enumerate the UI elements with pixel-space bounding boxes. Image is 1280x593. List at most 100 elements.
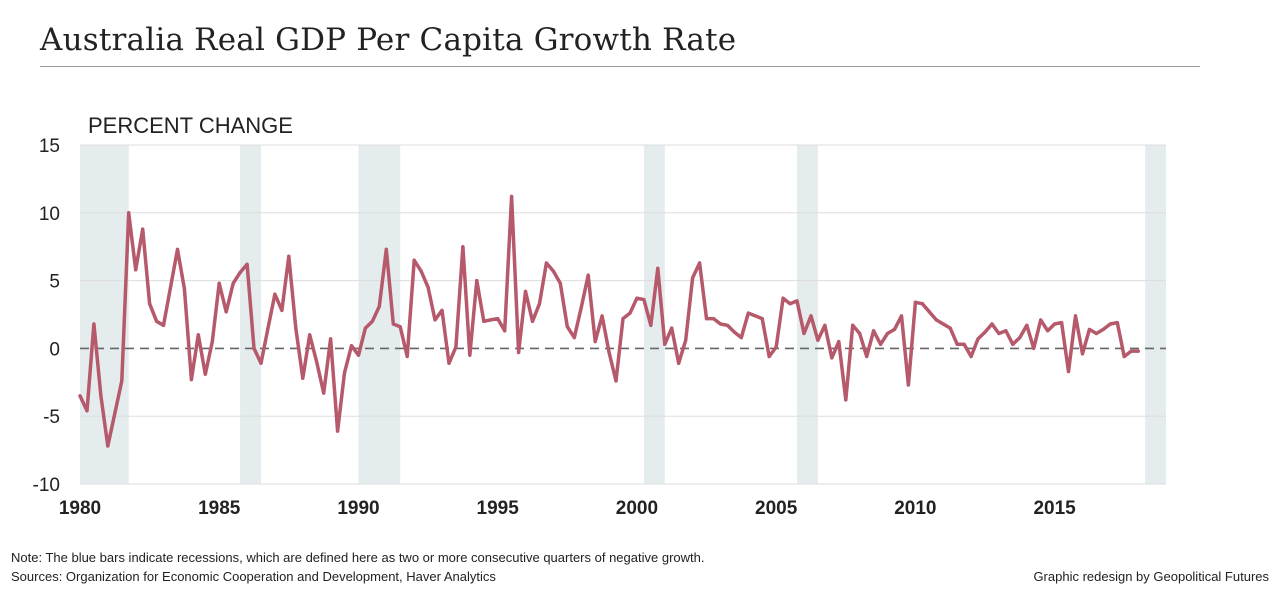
- data-point: [349, 344, 354, 348]
- data-point: [210, 340, 214, 344]
- data-point: [906, 383, 911, 387]
- data-point: [1122, 354, 1126, 359]
- data-point: [816, 338, 820, 342]
- data-point: [280, 308, 284, 313]
- data-point: [983, 330, 987, 334]
- data-point: [447, 361, 451, 365]
- data-point: [384, 247, 388, 252]
- data-point: [92, 322, 96, 326]
- data-point: [308, 333, 312, 337]
- data-point: [489, 318, 493, 322]
- data-point: [238, 270, 242, 275]
- data-point: [746, 311, 750, 315]
- x-tick-label: 1990: [337, 498, 379, 519]
- data-point: [1059, 321, 1064, 325]
- page-title: Australia Real GDP Per Capita Growth Rat…: [40, 22, 737, 58]
- y-axis-ticks: 15 10 5 0 -5 -10: [33, 136, 60, 496]
- data-point: [941, 322, 945, 326]
- data-point: [586, 273, 590, 277]
- data-point: [329, 337, 333, 341]
- y-tick-label: 10: [39, 204, 60, 225]
- data-point: [607, 350, 611, 355]
- data-point: [663, 342, 667, 346]
- data-point: [412, 258, 416, 262]
- data-point: [732, 330, 736, 334]
- data-point: [461, 245, 465, 249]
- data-point: [342, 371, 347, 375]
- graphic-credit: Graphic redesign by Geopolitical Futures: [1033, 569, 1269, 584]
- data-point: [621, 316, 625, 321]
- data-point: [377, 304, 381, 308]
- data-point: [322, 391, 326, 395]
- data-point: [335, 429, 340, 433]
- data-point: [642, 297, 646, 302]
- data-point: [405, 354, 409, 359]
- x-tick-label: 1995: [477, 498, 520, 519]
- data-point: [537, 302, 542, 306]
- series-line-layer: [78, 194, 1140, 448]
- title-divider: [40, 66, 1200, 67]
- data-point: [523, 289, 528, 294]
- data-point: [955, 342, 959, 346]
- data-point: [934, 318, 938, 322]
- data-point: [927, 310, 931, 314]
- data-point: [217, 281, 221, 285]
- recession-bars: [80, 145, 1166, 484]
- data-point: [697, 261, 702, 265]
- data-point: [899, 314, 904, 318]
- data-point: [1108, 322, 1112, 326]
- y-axis-label: PERCENT CHANGE: [88, 113, 293, 138]
- data-point: [677, 361, 681, 365]
- data-point: [252, 346, 256, 350]
- data-point: [691, 276, 695, 280]
- data-point: [475, 279, 479, 283]
- data-point: [593, 340, 597, 344]
- data-point: [426, 285, 430, 289]
- recession-note: Note: The blue bars indicate recessions,…: [11, 550, 705, 565]
- data-point: [496, 316, 500, 321]
- data-point: [858, 331, 862, 336]
- data-point: [725, 323, 730, 327]
- data-point: [1025, 323, 1029, 327]
- data-point: [356, 353, 361, 357]
- data-point: [823, 323, 827, 327]
- data-point: [1080, 352, 1085, 356]
- data-point: [161, 323, 166, 327]
- y-tick-label: 0: [49, 339, 60, 360]
- data-point: [106, 444, 110, 448]
- data-point: [127, 211, 131, 215]
- data-point: [301, 376, 305, 380]
- data-point: [670, 326, 674, 330]
- data-point: [739, 335, 743, 340]
- data-point: [182, 287, 187, 291]
- data-point: [510, 194, 514, 199]
- data-point: [154, 319, 159, 323]
- data-point: [259, 361, 263, 365]
- x-tick-label: 2010: [894, 498, 936, 519]
- x-axis-ticks: 1980 1985 1990 1995 2000 2005 2010 2015: [59, 498, 1076, 519]
- data-point: [558, 281, 562, 285]
- data-point: [718, 322, 723, 326]
- data-point: [433, 318, 437, 322]
- data-point: [885, 331, 890, 336]
- data-point: [1011, 342, 1015, 346]
- data-point: [196, 333, 200, 337]
- data-point: [600, 314, 604, 318]
- data-point: [781, 296, 785, 300]
- data-point: [99, 394, 103, 398]
- data-point: [454, 345, 458, 349]
- data-point: [245, 262, 249, 266]
- x-tick-label: 2000: [616, 498, 658, 519]
- data-point: [830, 356, 834, 360]
- x-tick-label: 2005: [755, 498, 798, 519]
- data-point: [1053, 322, 1057, 326]
- data-point: [579, 306, 583, 310]
- data-point: [363, 326, 368, 330]
- data-point: [516, 350, 521, 355]
- data-point: [370, 319, 374, 323]
- data-point: [294, 326, 298, 330]
- y-tick-label: 15: [39, 136, 60, 157]
- data-point: [391, 322, 395, 326]
- data-point: [1136, 349, 1140, 353]
- data-point: [1039, 318, 1043, 322]
